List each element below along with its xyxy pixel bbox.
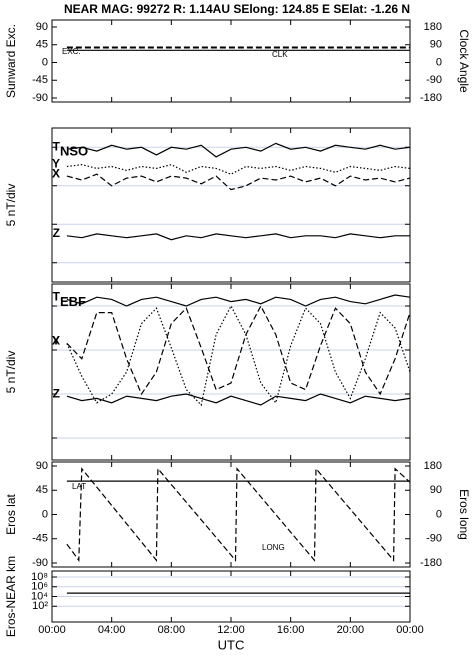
y-tick-label: -90 [32,92,48,104]
panel-frame [51,283,411,461]
y-tick-label: 45 [36,39,48,51]
x-tick-label: 00:00 [396,624,424,636]
chart-title: NEAR MAG: 99272 R: 1.14AU SElong: 124.85… [64,2,410,16]
y-tick-label: 10⁸ [31,571,48,583]
series-line [66,304,411,396]
y-tick-label: 0 [42,508,48,520]
y2-tick-label: -90 [426,533,442,545]
y-tick-label: 90 [36,21,48,33]
series-line [66,142,411,158]
series-label: Z [53,226,60,240]
series-line [66,304,411,407]
y2-tick-label: 0 [436,56,442,68]
y-tick-label: 0 [42,56,48,68]
y-tick-label: 10⁶ [31,581,48,593]
series-line [66,233,410,241]
y-tick-label: -90 [32,557,48,569]
series-label: LAT [72,482,86,491]
series-label: EXC. [62,47,81,56]
series-label: T [53,139,61,153]
x-axis-label: UTC [218,637,245,652]
series-label: X [52,166,60,180]
series-label: LONG [262,543,285,552]
y2-axis-label: Eros long [457,489,471,540]
y2-tick-label: -90 [426,74,442,86]
series-line [66,393,411,406]
y2-tick-label: 90 [430,39,442,51]
series-label: Y [52,157,60,171]
y2-tick-label: 180 [424,21,442,33]
x-tick-label: 16:00 [277,624,305,636]
panel-title: NSO [60,144,88,159]
y2-tick-label: -180 [420,557,442,569]
y2-axis-label: Clock Angle [457,29,471,93]
series-line [66,163,411,175]
y2-tick-label: 0 [436,508,442,520]
series-label: Z [53,386,60,400]
panel-frame [51,19,411,103]
series-label: CLK [272,50,288,59]
panel-title: EBF [60,294,86,309]
y-tick-label: 90 [36,460,48,472]
y-tick-label: 10⁴ [31,590,48,602]
series-line [66,294,411,307]
series-line [66,173,411,191]
x-tick-label: 00:00 [38,624,66,636]
panel-frame [51,127,411,283]
y-axis-label: Sunward Exc. [4,24,18,98]
y-axis-label: 5 nT/div [4,184,18,227]
y2-tick-label: 90 [430,484,442,496]
x-tick-label: 04:00 [98,624,126,636]
y-tick-label: 45 [36,484,48,496]
series-label: X [52,334,60,348]
series-label: Y [52,334,60,348]
y2-tick-label: -180 [420,92,442,104]
series-line [66,467,411,563]
x-tick-label: 12:00 [217,624,245,636]
y2-tick-label: 180 [424,460,442,472]
y-tick-label: -45 [32,74,48,86]
y-axis-label: Eros lat [4,493,18,534]
x-tick-label: 08:00 [158,624,186,636]
y-axis-label: Eros-NEAR km [4,556,18,637]
y-tick-label: -45 [32,533,48,545]
series-label: T [53,290,61,304]
x-tick-label: 20:00 [337,624,365,636]
y-axis-label: 5 nT/div [4,351,18,394]
panel-frame [51,461,411,568]
y-tick-label: 10² [32,600,48,612]
